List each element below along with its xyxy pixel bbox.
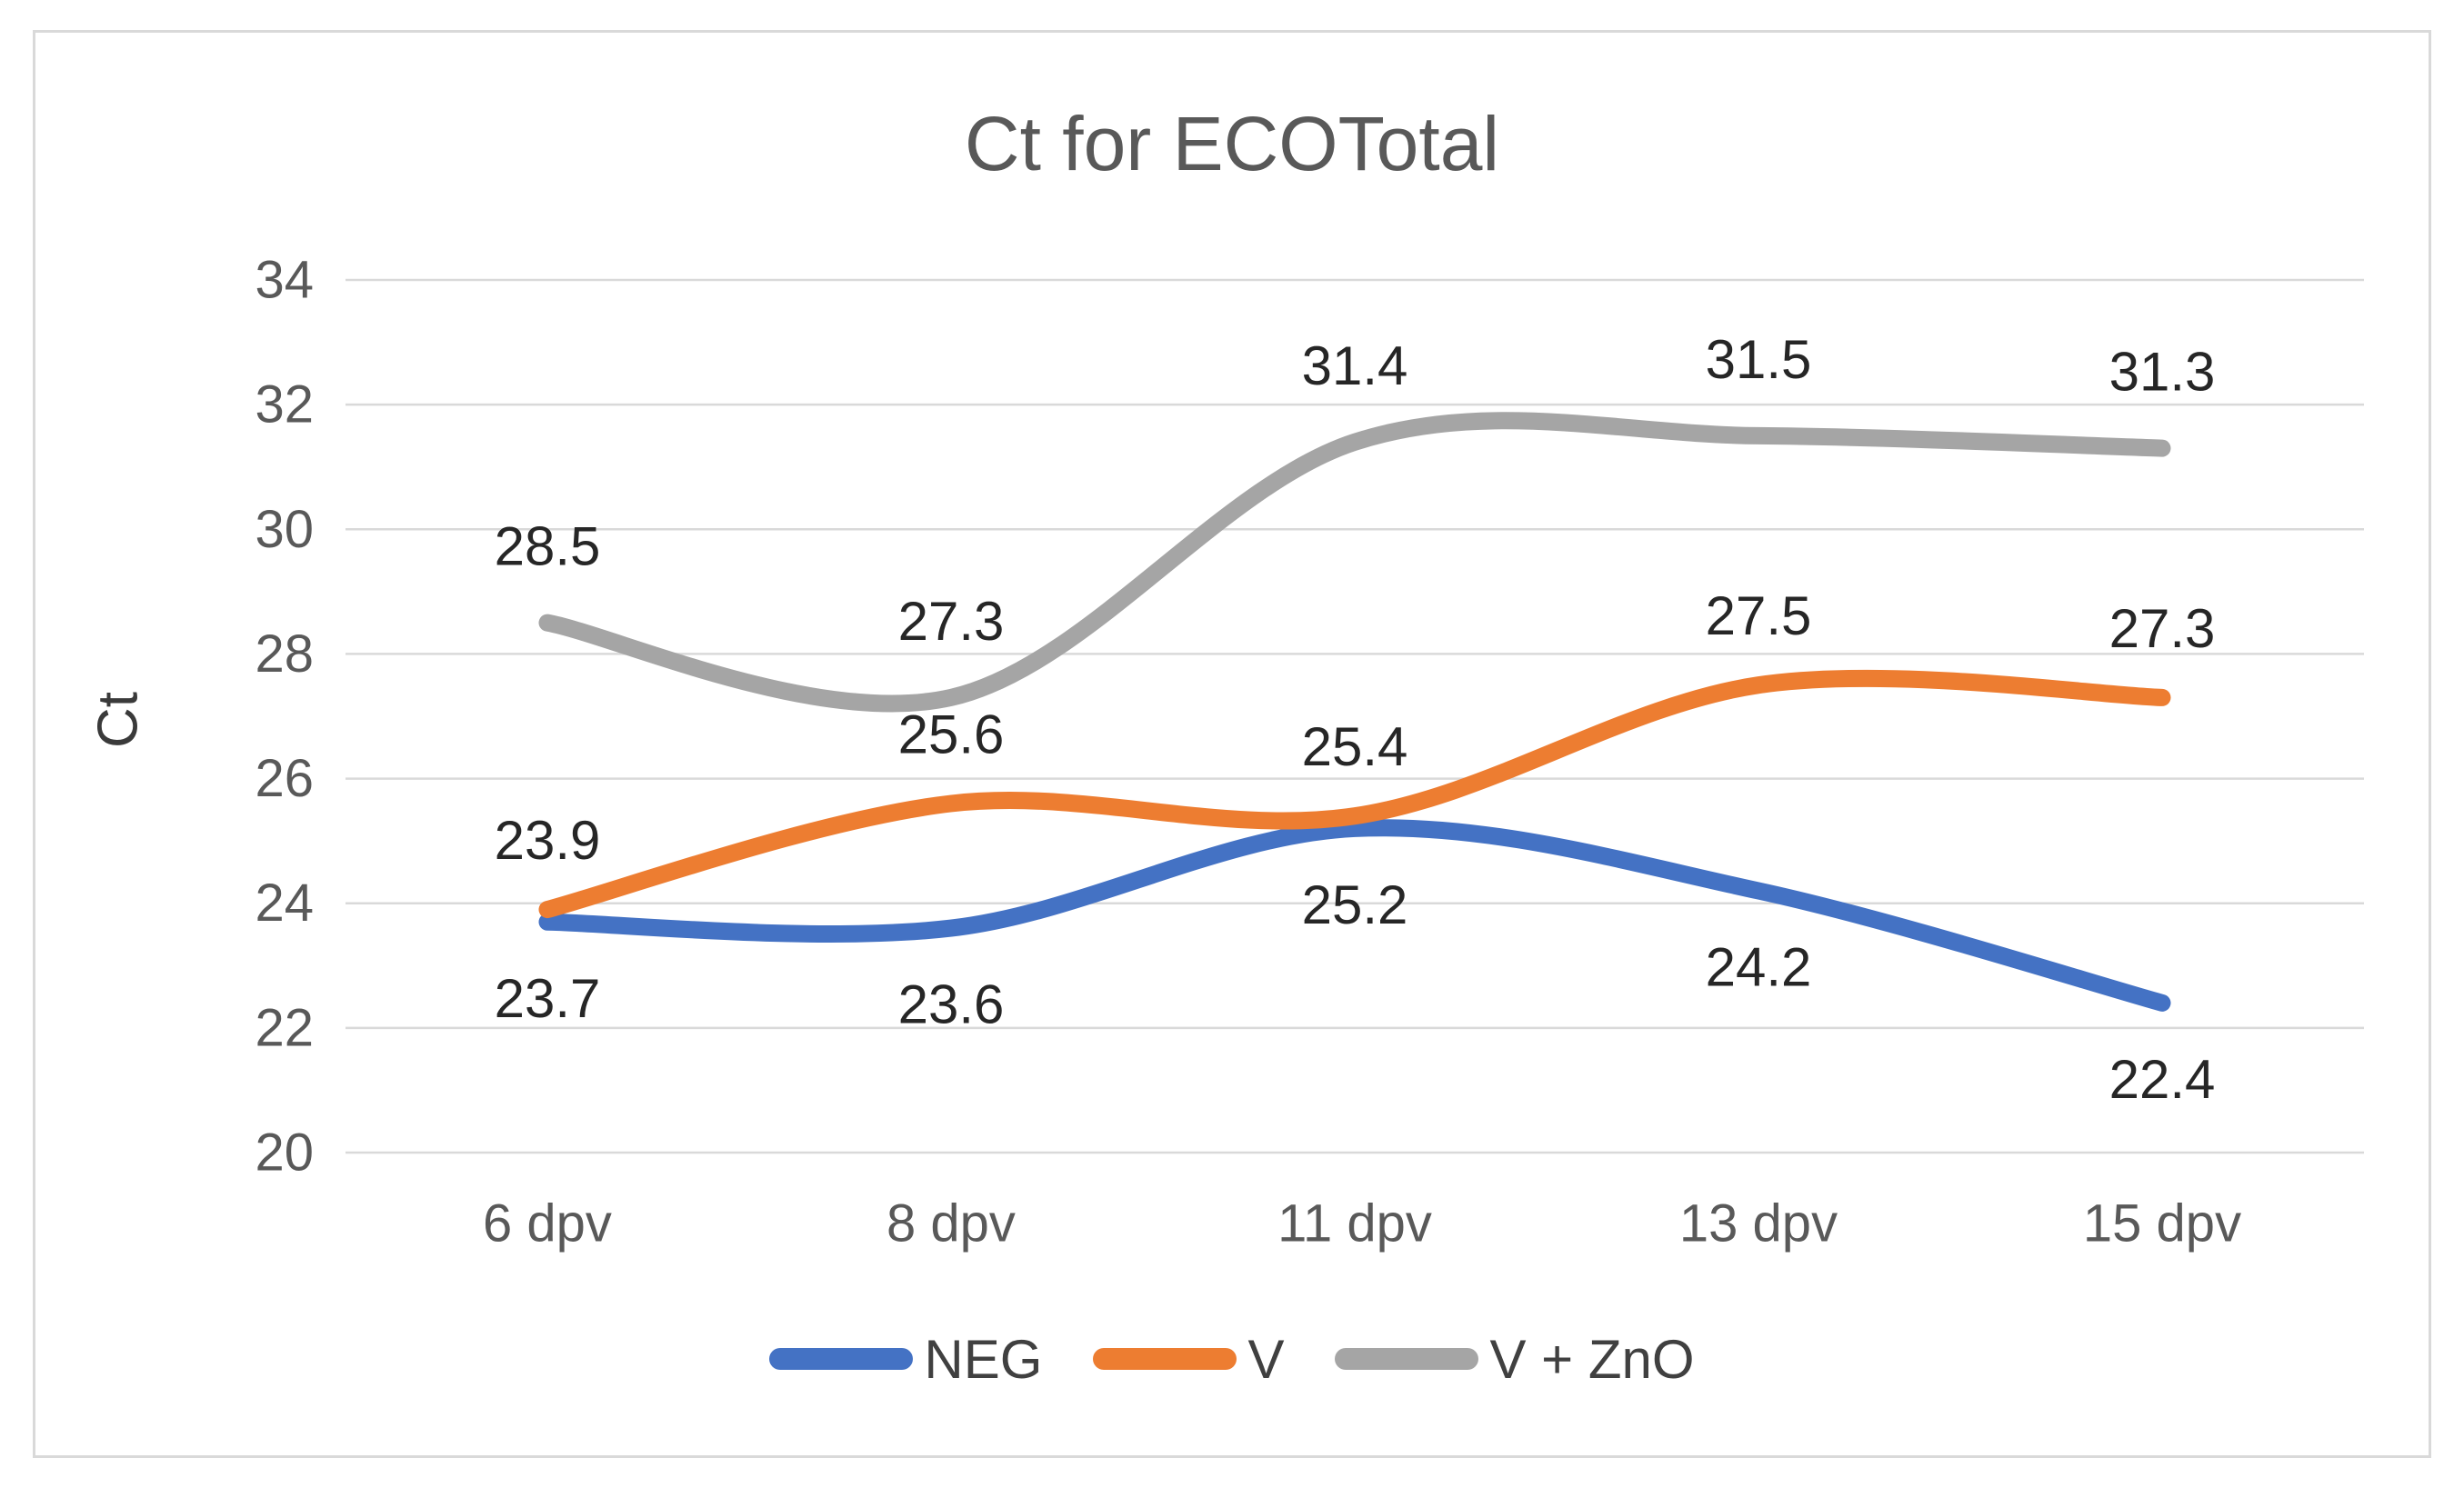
chart-title: Ct for ECOTotal [964, 101, 1500, 186]
y-tick-label: 32 [255, 375, 314, 434]
data-label: 27.5 [1706, 585, 1812, 646]
legend-swatch [769, 1348, 914, 1370]
chart-legend: NEG V V + ZnO [0, 1327, 2464, 1391]
x-axis-labels: 6 dpv 8 dpv 11 dpv 13 dpv 15 dpv [483, 1194, 2241, 1253]
y-tick-label: 34 [255, 251, 314, 310]
legend-label: V + ZnO [1489, 1328, 1695, 1390]
x-tick-label: 11 dpv [1277, 1194, 1432, 1253]
x-tick-label: 15 dpv [2083, 1194, 2241, 1253]
y-tick-label: 26 [255, 749, 314, 808]
data-labels-V+ZnO: 28.5 27.3 31.4 31.5 31.3 [495, 329, 2216, 652]
data-label: 25.2 [1302, 874, 1408, 935]
y-tick-label: 28 [255, 624, 314, 684]
legend-item-v+zno: V + ZnO [1335, 1328, 1695, 1391]
data-label: 23.9 [495, 810, 601, 871]
gridlines [346, 278, 2364, 1154]
y-tick-label: 20 [255, 1123, 314, 1183]
x-tick-label: 6 dpv [483, 1194, 612, 1253]
data-label: 27.3 [898, 591, 1005, 652]
y-tick-label: 22 [255, 998, 314, 1057]
legend-label: NEG [924, 1328, 1043, 1390]
y-tick-label: 24 [255, 874, 314, 933]
y-tick-label: 30 [255, 500, 314, 559]
data-label: 22.4 [2109, 1049, 2216, 1110]
y-axis-ticks: 20 22 24 26 28 30 32 34 [255, 251, 314, 1183]
data-labels-V: 23.9 25.6 25.4 27.5 27.3 [495, 585, 2216, 871]
series-line-NEG [538, 819, 2171, 1012]
data-label: 23.6 [898, 974, 1005, 1035]
data-label: 27.3 [2109, 598, 2216, 659]
data-label: 31.3 [2109, 342, 2216, 403]
x-tick-label: 8 dpv [886, 1194, 1016, 1253]
legend-label: V [1247, 1328, 1285, 1390]
legend-swatch [1335, 1348, 1479, 1370]
legend-item-neg: NEG [769, 1328, 1042, 1391]
data-label: 23.7 [495, 968, 601, 1029]
data-label: 25.4 [1302, 716, 1408, 777]
data-label: 24.2 [1706, 937, 1812, 998]
data-labels-NEG: 23.7 23.6 25.2 24.2 22.4 [495, 874, 2216, 1110]
series-line-V [538, 669, 2171, 919]
legend-item-v: V [1093, 1328, 1284, 1391]
x-tick-label: 13 dpv [1679, 1194, 1838, 1253]
data-label: 31.4 [1302, 335, 1408, 396]
legend-swatch [1093, 1348, 1237, 1370]
data-label: 28.5 [495, 516, 601, 577]
data-label: 31.5 [1706, 329, 1812, 390]
series-line-V+ZnO [538, 412, 2171, 713]
data-label: 25.6 [898, 704, 1005, 765]
